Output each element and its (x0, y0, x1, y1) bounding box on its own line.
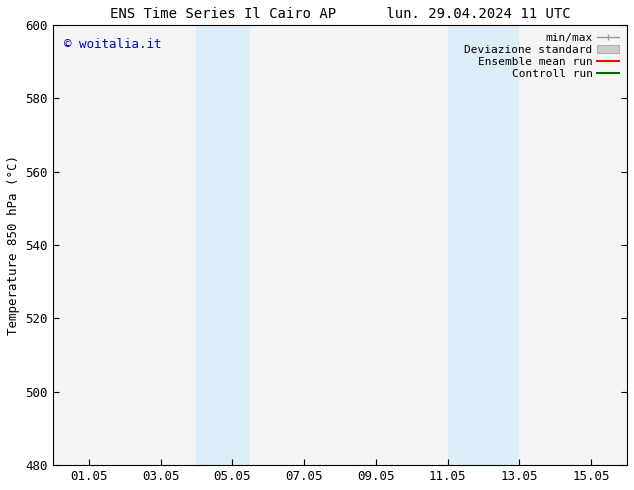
Legend: min/max, Deviazione standard, Ensemble mean run, Controll run: min/max, Deviazione standard, Ensemble m… (462, 30, 621, 81)
Y-axis label: Temperature 850 hPa (°C): Temperature 850 hPa (°C) (7, 155, 20, 335)
Text: © woitalia.it: © woitalia.it (64, 38, 162, 51)
Bar (448, 25, 519, 465)
Title: ENS Time Series Il Cairo AP      lun. 29.04.2024 11 UTC: ENS Time Series Il Cairo AP lun. 29.04.2… (110, 7, 570, 21)
Bar (197, 25, 250, 465)
